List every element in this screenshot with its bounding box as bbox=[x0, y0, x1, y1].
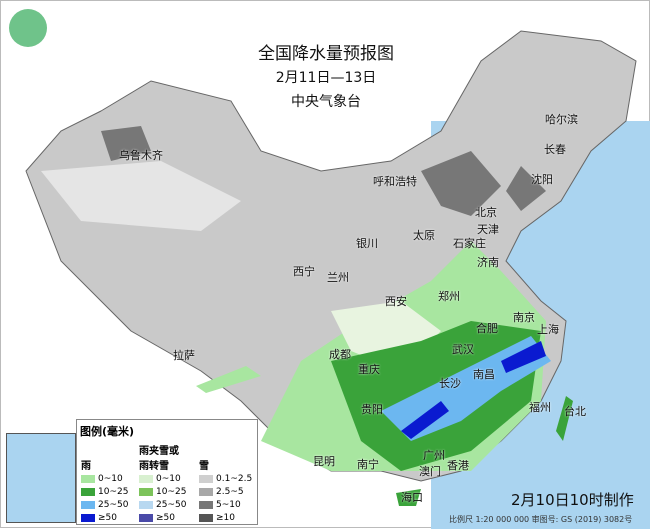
city-label: 长沙 bbox=[439, 377, 461, 390]
legend-swatch bbox=[199, 487, 213, 496]
legend-swatch bbox=[199, 500, 213, 509]
made-time: 2月10日10时制作 bbox=[511, 491, 634, 509]
city-label: 昆明 bbox=[313, 455, 335, 468]
legend-item: 5~10 bbox=[199, 498, 252, 511]
city-label: 银川 bbox=[356, 237, 378, 250]
legend-item: 10~25 bbox=[81, 485, 128, 498]
legend-range: ≥10 bbox=[216, 512, 235, 523]
issuer: 中央气象台 bbox=[291, 94, 361, 110]
city-label: 澳门 bbox=[419, 465, 441, 478]
legend-range: ≥50 bbox=[156, 512, 175, 523]
rain-light-southwest bbox=[196, 366, 261, 393]
legend-range: 0~10 bbox=[98, 473, 123, 484]
city-label: 长春 bbox=[544, 143, 566, 156]
city-label: 兰州 bbox=[327, 271, 349, 284]
scale-note: 比例尺 1:20 000 000 审图号: GS (2019) 3082号 bbox=[449, 515, 633, 524]
legend-swatch bbox=[81, 513, 95, 522]
date-range: 2月11日—13日 bbox=[275, 70, 377, 86]
map-title: 全国降水量预报图 bbox=[258, 44, 394, 64]
legend-range: ≥50 bbox=[98, 512, 117, 523]
legend-range: 10~25 bbox=[156, 486, 187, 497]
city-label: 哈尔滨 bbox=[545, 113, 578, 126]
legend-range: 25~50 bbox=[98, 499, 129, 510]
legend-range: 0~10 bbox=[156, 473, 181, 484]
city-label: 乌鲁木齐 bbox=[119, 149, 163, 162]
city-label: 西安 bbox=[385, 295, 407, 308]
city-label: 香港 bbox=[447, 459, 469, 472]
legend-range: 25~50 bbox=[156, 499, 187, 510]
city-label: 合肥 bbox=[476, 322, 498, 335]
legend-item: ≥50 bbox=[81, 511, 128, 524]
city-label: 海口 bbox=[401, 491, 423, 504]
legend-range: 0.1~2.5 bbox=[216, 473, 253, 484]
legend-title: 图例(毫米) bbox=[80, 425, 135, 438]
legend-swatch bbox=[81, 487, 95, 496]
city-label: 福州 bbox=[529, 401, 551, 414]
legend-range: 10~25 bbox=[98, 486, 129, 497]
city-label: 台北 bbox=[564, 405, 586, 418]
legend-swatch bbox=[139, 500, 153, 509]
legend: 图例(毫米) 雨 0~10 10~25 25~50 ≥50 雨夹雪或 雨转雪 0~10 10~… bbox=[76, 419, 258, 525]
city-label: 济南 bbox=[477, 256, 499, 269]
legend-mixed-label2: 雨转雪 bbox=[139, 461, 169, 472]
city-label: 南京 bbox=[513, 311, 535, 324]
city-label: 南昌 bbox=[473, 368, 495, 381]
legend-range: 5~10 bbox=[216, 499, 241, 510]
city-label: 南宁 bbox=[357, 458, 379, 471]
city-label: 拉萨 bbox=[173, 349, 195, 362]
legend-item: ≥10 bbox=[199, 511, 252, 524]
city-label: 武汉 bbox=[452, 343, 474, 356]
city-label: 西宁 bbox=[293, 265, 315, 278]
city-label: 太原 bbox=[413, 229, 435, 242]
city-label: 重庆 bbox=[358, 363, 380, 376]
south-china-sea-inset bbox=[6, 433, 76, 523]
rain-torrential bbox=[401, 341, 546, 439]
legend-swatch bbox=[199, 513, 213, 522]
city-label: 沈阳 bbox=[531, 173, 553, 186]
legend-range: 2.5~5 bbox=[216, 486, 244, 497]
city-label: 天津 bbox=[477, 223, 499, 236]
city-label: 上海 bbox=[537, 323, 559, 336]
legend-swatch bbox=[81, 500, 95, 509]
snow-light bbox=[41, 161, 241, 231]
legend-item: 0.1~2.5 bbox=[199, 472, 252, 485]
legend-swatch bbox=[81, 474, 95, 483]
legend-item: 25~50 bbox=[81, 498, 128, 511]
legend-item: 2.5~5 bbox=[199, 485, 252, 498]
city-label: 呼和浩特 bbox=[373, 175, 417, 188]
legend-snow-label: 雪 bbox=[199, 461, 209, 472]
city-label: 北京 bbox=[475, 206, 497, 219]
legend-item: 25~50 bbox=[139, 498, 186, 511]
legend-swatch bbox=[139, 513, 153, 522]
legend-item: ≥50 bbox=[139, 511, 186, 524]
legend-rain-label: 雨 bbox=[81, 461, 91, 472]
legend-item: 0~10 bbox=[139, 472, 186, 485]
taiwan bbox=[556, 396, 573, 441]
city-label: 贵阳 bbox=[361, 403, 383, 416]
cma-logo bbox=[9, 9, 47, 47]
city-label: 郑州 bbox=[438, 290, 460, 303]
city-label: 石家庄 bbox=[453, 237, 486, 250]
legend-mixed-label: 雨夹雪或 bbox=[139, 446, 179, 457]
legend-swatch bbox=[139, 474, 153, 483]
hainan bbox=[396, 489, 421, 506]
legend-swatch bbox=[199, 474, 213, 483]
city-label: 成都 bbox=[329, 348, 351, 361]
city-label: 广州 bbox=[423, 449, 445, 462]
legend-item: 10~25 bbox=[139, 485, 186, 498]
snow-heavy bbox=[101, 126, 546, 216]
legend-item: 0~10 bbox=[81, 472, 128, 485]
legend-swatch bbox=[139, 487, 153, 496]
